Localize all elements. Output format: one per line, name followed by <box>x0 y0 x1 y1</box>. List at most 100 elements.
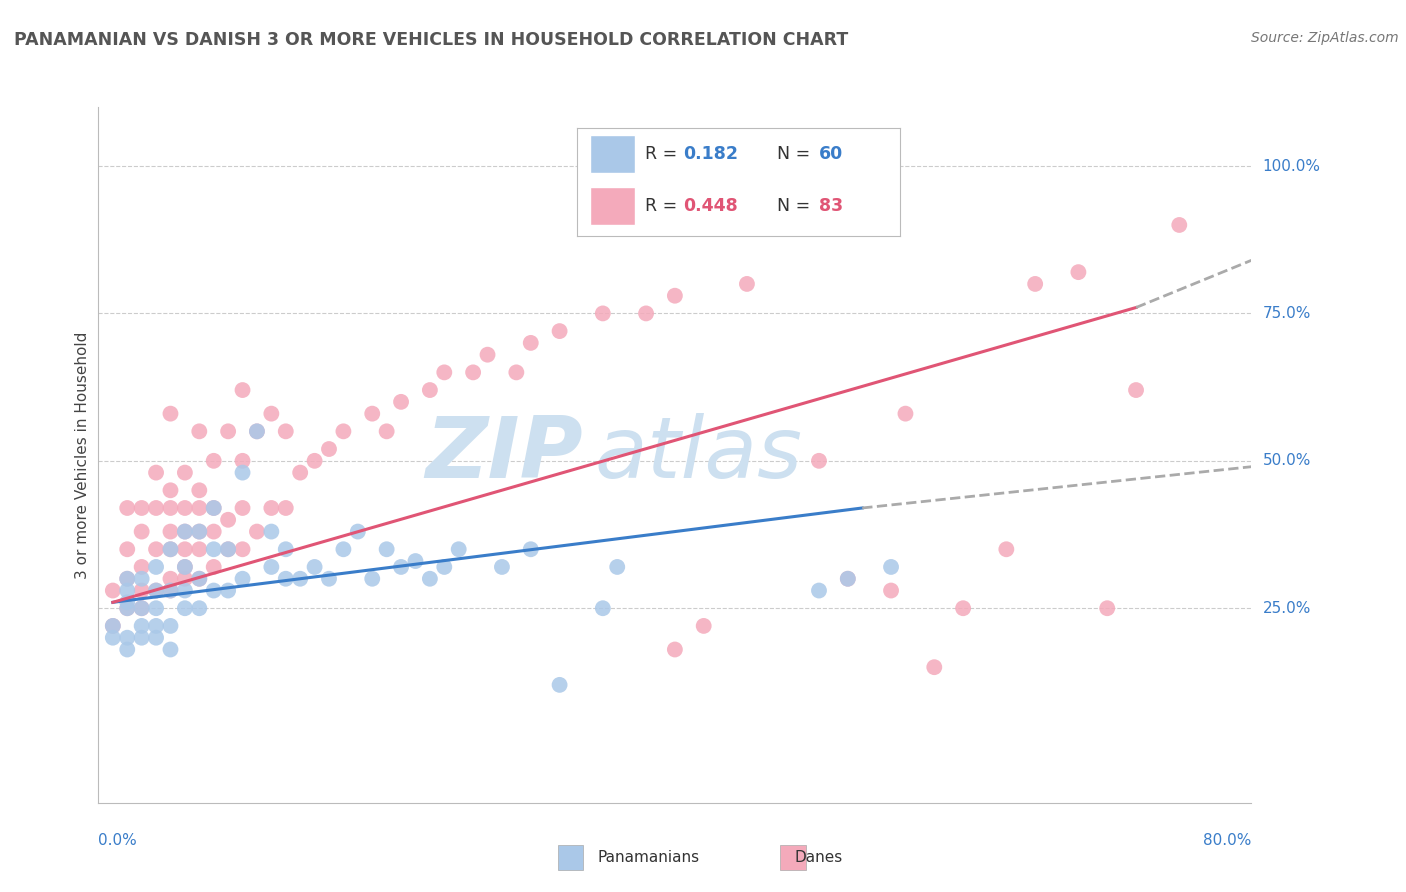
Point <box>274 500 297 515</box>
Point <box>202 583 225 598</box>
Point <box>1067 265 1090 279</box>
Point <box>433 365 456 379</box>
Point <box>520 542 543 557</box>
Text: 80.0%: 80.0% <box>1204 833 1251 848</box>
Point <box>188 524 211 539</box>
Point <box>202 524 225 539</box>
Point <box>188 572 211 586</box>
Point <box>361 572 384 586</box>
Point <box>1097 601 1119 615</box>
Point <box>131 631 153 645</box>
Point <box>117 542 139 557</box>
Point <box>131 560 153 574</box>
Point <box>346 524 368 539</box>
Point <box>447 542 470 557</box>
Point <box>419 383 441 397</box>
Point <box>491 560 513 574</box>
Point <box>131 583 153 598</box>
Point <box>837 572 859 586</box>
Point <box>274 425 297 439</box>
Point <box>188 483 211 498</box>
Point <box>375 425 398 439</box>
Point <box>231 500 254 515</box>
Point <box>664 289 686 303</box>
Point <box>260 407 283 421</box>
Point <box>159 542 181 557</box>
Point <box>131 500 153 515</box>
Point <box>1125 383 1147 397</box>
Point <box>145 583 167 598</box>
Point <box>636 306 658 320</box>
Point <box>145 500 167 515</box>
Point <box>188 425 211 439</box>
Point <box>101 619 124 633</box>
Point <box>131 601 153 615</box>
Point <box>304 560 326 574</box>
Point <box>188 524 211 539</box>
Point <box>159 542 181 557</box>
Point <box>375 542 398 557</box>
Point <box>159 483 181 498</box>
Point <box>159 407 181 421</box>
Point <box>117 601 139 615</box>
Point <box>174 601 197 615</box>
Text: 25.0%: 25.0% <box>1263 600 1310 615</box>
Point <box>995 542 1018 557</box>
Point <box>419 572 441 586</box>
Point <box>174 466 197 480</box>
Point <box>117 572 139 586</box>
Point <box>159 583 181 598</box>
Point <box>246 524 269 539</box>
Text: Panamanians: Panamanians <box>598 850 700 864</box>
Point <box>246 425 269 439</box>
Point <box>318 572 340 586</box>
Point <box>131 572 153 586</box>
Point <box>477 348 499 362</box>
Point <box>290 572 312 586</box>
Point <box>174 572 197 586</box>
Point <box>231 572 254 586</box>
Text: 75.0%: 75.0% <box>1263 306 1310 321</box>
Point <box>433 560 456 574</box>
Point <box>174 524 197 539</box>
Point <box>159 524 181 539</box>
Point <box>217 583 239 598</box>
Point <box>304 454 326 468</box>
Point <box>117 500 139 515</box>
Point <box>131 524 153 539</box>
Point <box>461 365 484 379</box>
Point <box>188 500 211 515</box>
Point <box>260 524 283 539</box>
Text: 100.0%: 100.0% <box>1263 159 1320 174</box>
Point <box>405 554 427 568</box>
Point <box>145 631 167 645</box>
Point <box>174 583 197 598</box>
Point <box>117 631 139 645</box>
Point <box>117 601 139 615</box>
Point <box>880 583 903 598</box>
Point <box>159 642 181 657</box>
Y-axis label: 3 or more Vehicles in Household: 3 or more Vehicles in Household <box>75 331 90 579</box>
Point <box>131 619 153 633</box>
Text: atlas: atlas <box>595 413 803 497</box>
Point <box>101 631 124 645</box>
Point <box>202 500 225 515</box>
Point <box>664 642 686 657</box>
Point <box>217 513 239 527</box>
Point <box>145 601 167 615</box>
Point <box>101 619 124 633</box>
Point <box>880 560 903 574</box>
Point <box>159 500 181 515</box>
Point <box>894 407 917 421</box>
Point <box>188 572 211 586</box>
Point <box>592 601 614 615</box>
Point <box>174 524 197 539</box>
Point <box>174 542 197 557</box>
Point <box>735 277 758 291</box>
Point <box>318 442 340 456</box>
Point <box>145 542 167 557</box>
Point <box>117 583 139 598</box>
Point <box>174 500 197 515</box>
Point <box>188 601 211 615</box>
Point <box>520 335 543 350</box>
